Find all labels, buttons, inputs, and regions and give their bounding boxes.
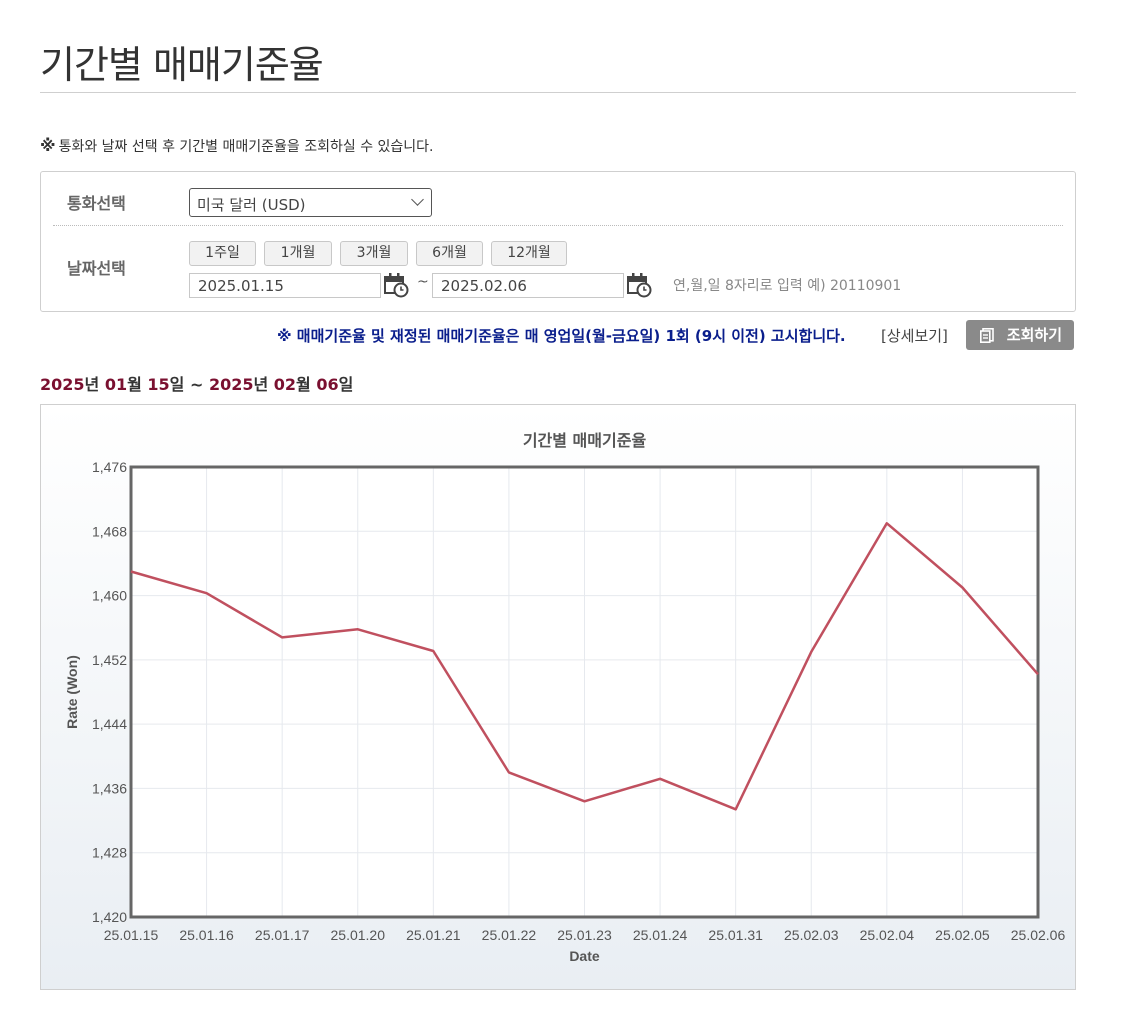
range-month-suffix: 월: [296, 375, 317, 394]
x-axis-label: Date: [569, 948, 600, 964]
y-tick-label: 1,444: [92, 716, 127, 732]
date-range-tilde: ~: [417, 274, 429, 290]
chart-title: 기간별 매매기준율: [523, 431, 647, 450]
period-button-3months[interactable]: 3개월: [340, 241, 408, 266]
y-tick-label: 1,428: [92, 845, 127, 861]
range-year-suffix: 년: [84, 375, 105, 394]
y-tick-label: 1,460: [92, 588, 127, 604]
date-label: 날짜선택: [67, 259, 126, 278]
date-format-hint: 연,월,일 8자리로 입력 예) 20110901: [673, 278, 902, 294]
start-date-input[interactable]: 2025.01.15: [189, 273, 381, 298]
x-tick-label: 25.01.23: [557, 927, 612, 943]
x-tick-label: 25.01.17: [255, 927, 310, 943]
title-divider: [40, 92, 1076, 93]
currency-select[interactable]: 미국 달러 (USD): [189, 188, 432, 217]
period-button-1week[interactable]: 1주일: [189, 241, 256, 266]
x-tick-label: 25.01.31: [708, 927, 763, 943]
x-tick-label: 25.02.05: [935, 927, 990, 943]
x-tick-label: 25.02.06: [1011, 927, 1066, 943]
y-tick-label: 1,420: [92, 909, 127, 925]
notice-mark: ※: [40, 136, 56, 155]
document-icon: [980, 328, 994, 343]
notice-text: ※ 통화와 날짜 선택 후 기간별 매매기준율을 조회하실 수 있습니다.: [40, 136, 434, 156]
currency-selected-value: 미국 달러 (USD): [197, 196, 306, 214]
range-end-month: 02: [273, 375, 297, 394]
notice-message: 통화와 날짜 선택 후 기간별 매매기준율을 조회하실 수 있습니다.: [58, 139, 434, 155]
range-day-separator: 일 ~: [169, 375, 209, 394]
x-tick-label: 25.01.24: [633, 927, 688, 943]
range-month-suffix: 월: [127, 375, 148, 394]
x-tick-label: 25.02.03: [784, 927, 839, 943]
period-button-1month[interactable]: 1개월: [264, 241, 332, 266]
y-tick-label: 1,436: [92, 780, 127, 796]
detail-link[interactable]: [상세보기]: [881, 327, 948, 345]
period-button-6months[interactable]: 6개월: [416, 241, 483, 266]
x-tick-label: 25.01.20: [331, 927, 386, 943]
range-day-suffix: 일: [338, 375, 354, 394]
chart-panel: 1,420 1,428 1,436 1,444 1,452 1,460 1,468 1,476…: [40, 404, 1076, 990]
rate-line-chart: 1,420 1,428 1,436 1,444 1,452 1,460 1,468 1,476…: [64, 431, 1066, 964]
range-end-day: 06: [316, 375, 339, 394]
series-line: [130, 522, 1039, 811]
period-button-12months[interactable]: 12개월: [491, 241, 567, 266]
x-tick-label: 25.01.22: [482, 927, 537, 943]
x-tick-label: 25.01.21: [406, 927, 461, 943]
date-range-title: 2025년 01월 15일 ~ 2025년 02월 06일: [40, 371, 353, 395]
page-title: 기간별 매매기준율: [40, 43, 324, 87]
y-tick-label: 1,452: [92, 652, 127, 668]
range-start-month: 01: [104, 375, 128, 394]
x-tick-label: 25.01.15: [104, 927, 159, 943]
start-calendar-icon[interactable]: [383, 272, 409, 298]
end-date-input[interactable]: 2025.02.06: [432, 273, 624, 298]
y-axis-label: Rate (Won): [64, 655, 80, 729]
range-start-year: 2025: [40, 375, 85, 394]
x-tick-label: 25.01.16: [179, 927, 234, 943]
y-tick-label: 1,476: [92, 459, 127, 475]
announcement-text: ※ 매매기준율 및 재정된 매매기준율은 매 영업일(월-금요일) 1회 (9시…: [277, 327, 846, 345]
plot-border: [129, 465, 1040, 919]
chevron-down-icon: [411, 193, 424, 206]
range-year-suffix: 년: [253, 375, 274, 394]
end-calendar-icon[interactable]: [626, 272, 652, 298]
y-tick-label: 1,468: [92, 523, 127, 539]
query-button-label: 조회하기: [1006, 326, 1062, 344]
range-start-day: 15: [147, 375, 170, 394]
search-panel: 통화선택 미국 달러 (USD) 날짜선택 1주일 1개월 3개월 6개월 12…: [40, 171, 1076, 312]
query-button[interactable]: 조회하기: [966, 320, 1074, 350]
row-divider: [53, 225, 1063, 226]
range-end-year: 2025: [208, 375, 254, 394]
x-tick-label: 25.02.04: [860, 927, 915, 943]
currency-label: 통화선택: [67, 194, 126, 213]
